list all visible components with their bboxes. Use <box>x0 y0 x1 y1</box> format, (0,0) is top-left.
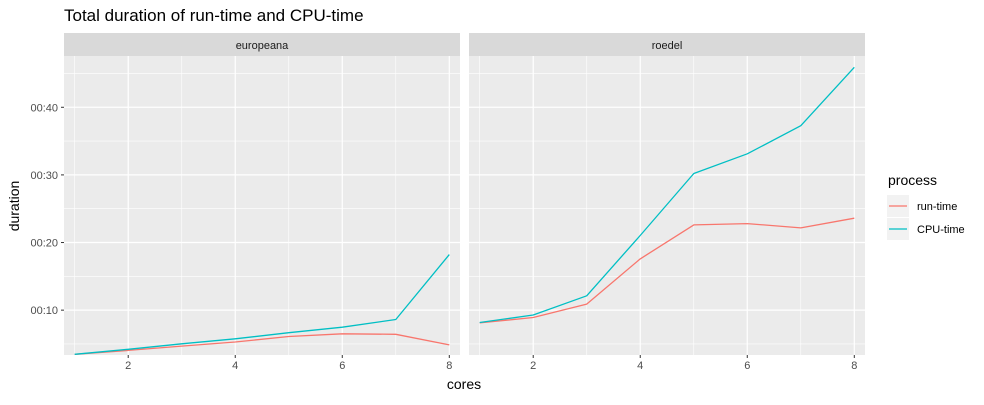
x-tick-label: 8 <box>851 360 857 372</box>
panel-background <box>64 56 460 355</box>
y-tick-label: 00:20 <box>30 238 58 250</box>
x-tick-label: 4 <box>232 360 238 372</box>
series-line-run-time <box>479 217 855 324</box>
facet-label: roedel <box>652 40 683 52</box>
y-tick-label: 00:40 <box>30 102 58 114</box>
x-tick-label: 6 <box>744 360 750 372</box>
facet-strip <box>469 33 865 56</box>
y-tick-label: 00:30 <box>30 170 58 182</box>
panels-layer: europeana 2 4 6 8 00:10 00:20 00:30 00:40 roedel 2… <box>30 33 865 372</box>
series-line-cpu-time <box>479 66 855 324</box>
x-tick-label: 2 <box>125 360 131 372</box>
x-tick-label: 8 <box>446 360 452 372</box>
legend-label: run-time <box>917 201 957 213</box>
x-tick-label: 6 <box>339 360 345 372</box>
series-line-cpu-time <box>74 254 450 355</box>
x-tick-label: 2 <box>530 360 536 372</box>
panel-roedel: roedel 2 4 6 8 <box>469 33 865 372</box>
chart-title: Total duration of run-time and CPU-time <box>64 6 364 25</box>
facet-strip <box>64 33 460 56</box>
panel-europeana: europeana 2 4 6 8 00:10 00:20 00:30 00:40 <box>30 33 460 372</box>
legend-title: process <box>888 172 937 188</box>
x-axis-label: cores <box>447 376 481 392</box>
y-axis-label: duration <box>6 181 22 232</box>
legend: process run-time CPU-time <box>887 172 965 240</box>
y-tick-label: 00:10 <box>30 305 58 317</box>
panel-background <box>469 56 865 355</box>
series-line-run-time <box>74 333 450 355</box>
legend-label: CPU-time <box>917 224 965 236</box>
x-tick-label: 4 <box>637 360 643 372</box>
facet-label: europeana <box>236 40 289 52</box>
